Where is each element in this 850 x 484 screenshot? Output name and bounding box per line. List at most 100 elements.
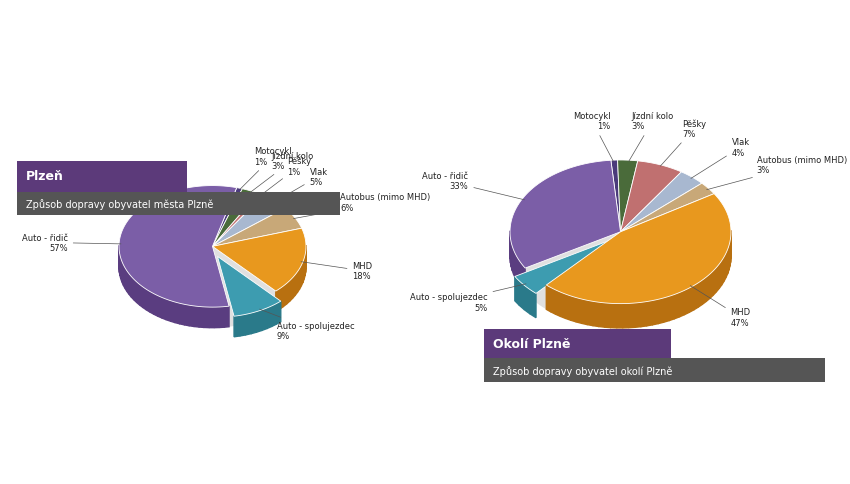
Polygon shape bbox=[209, 307, 214, 328]
Polygon shape bbox=[304, 256, 305, 280]
Polygon shape bbox=[658, 298, 664, 324]
Polygon shape bbox=[127, 271, 129, 295]
Polygon shape bbox=[515, 277, 519, 306]
Polygon shape bbox=[581, 300, 587, 325]
Polygon shape bbox=[702, 278, 706, 305]
Polygon shape bbox=[121, 259, 122, 283]
Polygon shape bbox=[698, 281, 702, 308]
Text: Auto - řidič
57%: Auto - řidič 57% bbox=[22, 233, 121, 253]
Polygon shape bbox=[257, 310, 262, 333]
Polygon shape bbox=[175, 302, 180, 324]
Polygon shape bbox=[224, 306, 229, 328]
Polygon shape bbox=[728, 242, 730, 271]
Polygon shape bbox=[571, 296, 576, 322]
Polygon shape bbox=[119, 186, 236, 307]
Text: Pěšky
7%: Pěšky 7% bbox=[660, 119, 706, 167]
Polygon shape bbox=[560, 292, 565, 319]
Polygon shape bbox=[122, 262, 123, 286]
Polygon shape bbox=[195, 306, 199, 327]
Polygon shape bbox=[511, 243, 513, 271]
Polygon shape bbox=[280, 287, 283, 310]
Ellipse shape bbox=[510, 185, 731, 328]
Polygon shape bbox=[129, 274, 132, 298]
Polygon shape bbox=[267, 306, 272, 329]
Polygon shape bbox=[518, 258, 519, 286]
Polygon shape bbox=[251, 312, 257, 334]
Polygon shape bbox=[611, 161, 620, 232]
Text: MHD
47%: MHD 47% bbox=[690, 286, 751, 327]
Polygon shape bbox=[713, 268, 717, 296]
Text: Auto - spolujezdec
5%: Auto - spolujezdec 5% bbox=[410, 284, 526, 312]
Polygon shape bbox=[276, 302, 280, 325]
Polygon shape bbox=[710, 272, 713, 299]
Text: Okolí Plzně: Okolí Plzně bbox=[493, 337, 570, 350]
Polygon shape bbox=[706, 274, 710, 302]
Polygon shape bbox=[515, 241, 610, 294]
Polygon shape bbox=[513, 251, 515, 279]
Text: Motocykl
1%: Motocykl 1% bbox=[573, 112, 613, 162]
Polygon shape bbox=[120, 256, 121, 279]
Polygon shape bbox=[510, 161, 620, 269]
Text: Plzeň: Plzeň bbox=[26, 170, 64, 183]
Text: Způsob dopravy obyvatel města Plzně: Způsob dopravy obyvatel města Plzně bbox=[26, 199, 212, 210]
Polygon shape bbox=[162, 298, 167, 320]
Ellipse shape bbox=[119, 207, 306, 328]
Text: MHD
18%: MHD 18% bbox=[301, 261, 372, 281]
Polygon shape bbox=[623, 304, 629, 328]
Polygon shape bbox=[565, 295, 571, 320]
Polygon shape bbox=[679, 291, 684, 317]
Polygon shape bbox=[576, 298, 581, 324]
Polygon shape bbox=[522, 265, 525, 293]
Polygon shape bbox=[143, 287, 146, 310]
Polygon shape bbox=[717, 265, 719, 292]
Polygon shape bbox=[547, 194, 731, 304]
Polygon shape bbox=[290, 278, 292, 302]
Text: Vlak
5%: Vlak 5% bbox=[275, 167, 327, 203]
Polygon shape bbox=[295, 272, 298, 296]
Polygon shape bbox=[123, 265, 125, 288]
Polygon shape bbox=[719, 261, 722, 289]
Polygon shape bbox=[299, 266, 301, 289]
Text: Jízdní kolo
3%: Jízdní kolo 3% bbox=[251, 151, 314, 193]
Text: Způsob dopravy obyvatel okolí Plzně: Způsob dopravy obyvatel okolí Plzně bbox=[493, 366, 672, 377]
Polygon shape bbox=[617, 304, 623, 328]
Polygon shape bbox=[283, 284, 286, 307]
Polygon shape bbox=[262, 308, 267, 331]
Polygon shape bbox=[547, 286, 551, 312]
Polygon shape bbox=[605, 303, 611, 328]
Polygon shape bbox=[635, 303, 641, 328]
Text: Autobus (mimo MHD)
3%: Autobus (mimo MHD) 3% bbox=[706, 155, 847, 190]
Polygon shape bbox=[150, 292, 154, 315]
Polygon shape bbox=[722, 257, 724, 286]
Polygon shape bbox=[125, 268, 127, 292]
Polygon shape bbox=[726, 250, 728, 278]
Polygon shape bbox=[246, 314, 251, 335]
Polygon shape bbox=[292, 275, 295, 299]
Text: Vlak
4%: Vlak 4% bbox=[691, 138, 750, 179]
Polygon shape bbox=[593, 302, 599, 327]
Polygon shape bbox=[618, 161, 638, 232]
Text: Autobus (mimo MHD)
6%: Autobus (mimo MHD) 6% bbox=[293, 193, 430, 219]
Polygon shape bbox=[303, 259, 304, 283]
Polygon shape bbox=[275, 289, 280, 312]
Polygon shape bbox=[664, 297, 669, 323]
Text: Jízdní kolo
3%: Jízdní kolo 3% bbox=[629, 112, 674, 162]
Polygon shape bbox=[199, 307, 204, 328]
Polygon shape bbox=[167, 300, 171, 322]
Polygon shape bbox=[298, 269, 299, 293]
Polygon shape bbox=[620, 172, 702, 232]
Polygon shape bbox=[146, 290, 150, 313]
Polygon shape bbox=[219, 307, 224, 328]
Polygon shape bbox=[212, 194, 264, 247]
Polygon shape bbox=[190, 305, 195, 327]
Polygon shape bbox=[620, 184, 714, 232]
Polygon shape bbox=[524, 286, 530, 314]
Polygon shape bbox=[180, 303, 184, 325]
Polygon shape bbox=[212, 209, 302, 247]
Polygon shape bbox=[286, 281, 290, 304]
Polygon shape bbox=[587, 301, 593, 326]
Polygon shape bbox=[240, 315, 246, 336]
Polygon shape bbox=[137, 282, 139, 305]
Polygon shape bbox=[158, 296, 162, 318]
Polygon shape bbox=[515, 254, 518, 282]
